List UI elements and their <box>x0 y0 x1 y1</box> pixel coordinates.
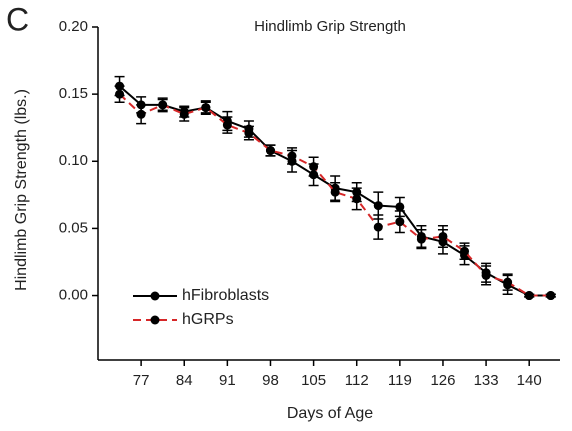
legend-label: hGRPs <box>182 311 234 328</box>
point <box>330 187 340 197</box>
point <box>373 201 383 211</box>
x-tick-label: 91 <box>219 372 236 389</box>
point <box>481 270 491 280</box>
legend-label: hFibroblasts <box>182 287 269 304</box>
point <box>524 291 534 301</box>
y-tick-label: 0.10 <box>59 152 88 169</box>
x-tick-label: 126 <box>430 372 455 389</box>
x-tick-label: 84 <box>176 372 193 389</box>
y-tick-label: 0.20 <box>59 18 88 35</box>
point <box>222 120 232 130</box>
point <box>179 109 189 119</box>
x-tick-label: 133 <box>474 372 499 389</box>
point <box>503 277 513 287</box>
point <box>136 109 146 119</box>
point <box>244 128 254 138</box>
legend-marker <box>150 315 160 325</box>
point <box>352 194 362 204</box>
x-tick-label: 119 <box>388 372 412 389</box>
x-tick-label: 140 <box>517 372 542 389</box>
point <box>309 162 319 172</box>
point <box>395 217 405 227</box>
point <box>115 89 125 99</box>
y-tick-label: 0.05 <box>59 219 88 236</box>
x-axis-label: Days of Age <box>287 405 373 422</box>
panel-label: C <box>6 1 29 37</box>
point <box>158 100 168 110</box>
y-tick-label: 0.15 <box>59 85 88 102</box>
y-tick-label: 0.00 <box>59 287 88 304</box>
point <box>395 202 405 212</box>
x-tick-label: 112 <box>345 372 369 389</box>
point <box>438 231 448 241</box>
point <box>373 222 383 232</box>
point <box>546 291 556 301</box>
legend-marker <box>150 291 160 301</box>
x-tick-label: 105 <box>301 372 326 389</box>
point <box>416 234 426 244</box>
x-tick-label: 98 <box>262 372 279 389</box>
point <box>265 146 275 156</box>
series-line <box>118 93 551 297</box>
x-tick-label: 77 <box>133 372 150 389</box>
point <box>287 151 297 161</box>
point <box>460 246 470 256</box>
y-axis-label: Hindlimb Grip Strength (lbs.) <box>13 89 30 291</box>
point <box>201 103 211 113</box>
chart-title: Hindlimb Grip Strength <box>254 18 406 35</box>
